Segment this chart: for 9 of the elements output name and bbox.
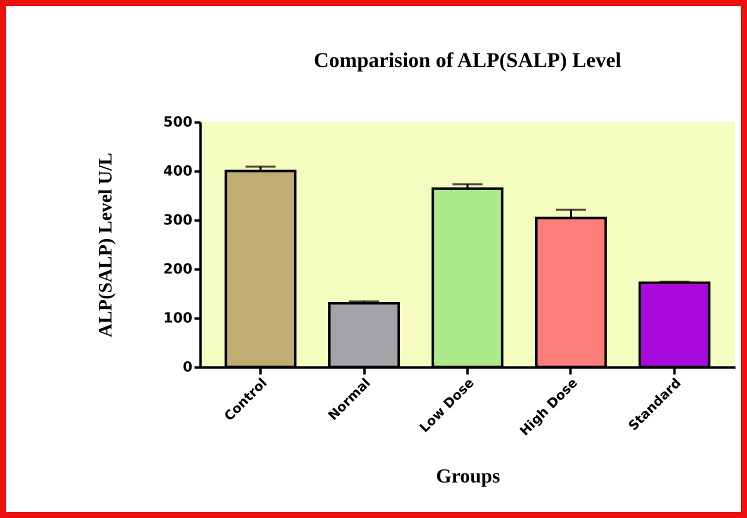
x-axis-title: Groups bbox=[436, 466, 500, 488]
y-tick-label: 400 bbox=[163, 164, 193, 180]
chart-title: Comparision of ALP(SALP) Level bbox=[314, 48, 622, 72]
y-axis-title: ALP(SALP) Level U/L bbox=[95, 152, 116, 338]
y-tick-label: 0 bbox=[182, 360, 193, 376]
y-tick-label: 300 bbox=[163, 212, 193, 228]
y-tick-label: 500 bbox=[163, 114, 193, 130]
y-tick-label: 100 bbox=[163, 310, 193, 326]
y-tick-label: 200 bbox=[163, 262, 193, 278]
